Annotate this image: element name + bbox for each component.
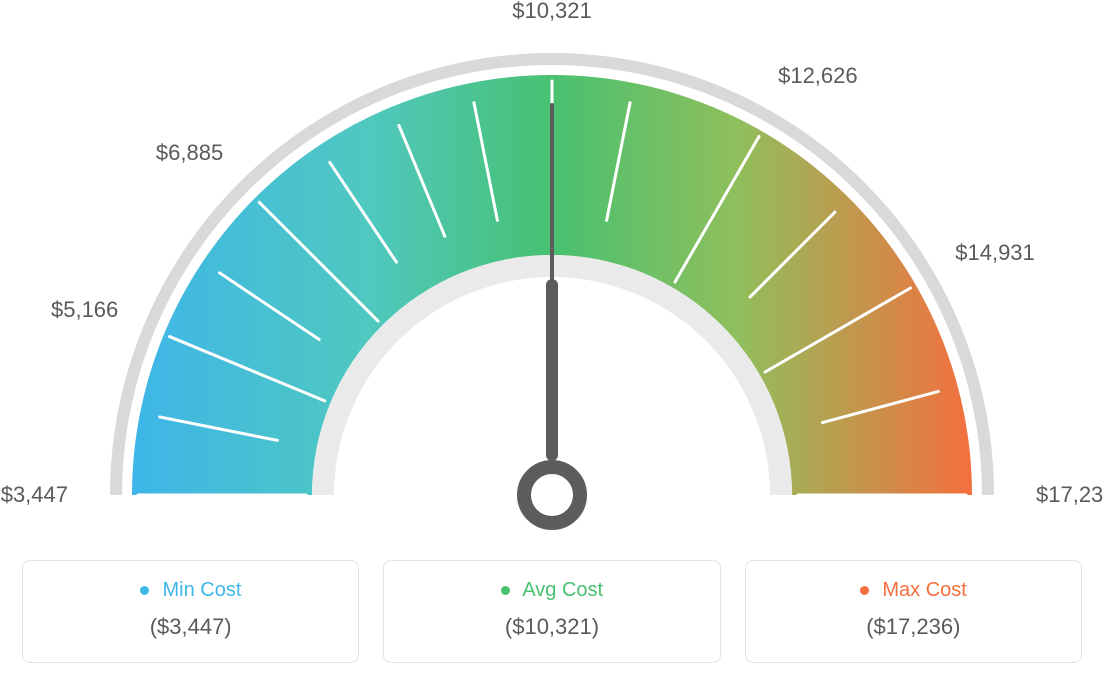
legend-value-avg: ($10,321) — [394, 614, 709, 640]
gauge-tick-label: $10,321 — [512, 0, 592, 24]
gauge-tick-label: $5,166 — [51, 297, 118, 323]
dot-icon — [501, 586, 510, 595]
legend-title-max: Max Cost — [756, 579, 1071, 602]
legend-label: Max Cost — [882, 579, 966, 601]
dot-icon — [140, 586, 149, 595]
legend-row: Min Cost ($3,447) Avg Cost ($10,321) Max… — [22, 560, 1082, 663]
gauge-chart: $3,447$5,166$6,885$10,321$12,626$14,931$… — [22, 20, 1082, 540]
legend-title-min: Min Cost — [33, 579, 348, 602]
legend-card-min: Min Cost ($3,447) — [22, 560, 359, 663]
legend-value-min: ($3,447) — [33, 614, 348, 640]
gauge-tick-label: $17,236 — [1036, 482, 1104, 508]
legend-value-max: ($17,236) — [756, 614, 1071, 640]
dot-icon — [860, 586, 869, 595]
gauge-tick-label: $12,626 — [778, 63, 858, 89]
legend-label: Avg Cost — [522, 579, 603, 601]
gauge-tick-label: $3,447 — [1, 482, 68, 508]
legend-label: Min Cost — [162, 579, 241, 601]
gauge-svg — [22, 20, 1082, 540]
gauge-tick-label: $6,885 — [156, 140, 223, 166]
gauge-tick-label: $14,931 — [955, 240, 1035, 266]
legend-card-max: Max Cost ($17,236) — [745, 560, 1082, 663]
legend-title-avg: Avg Cost — [394, 579, 709, 602]
legend-card-avg: Avg Cost ($10,321) — [383, 560, 720, 663]
